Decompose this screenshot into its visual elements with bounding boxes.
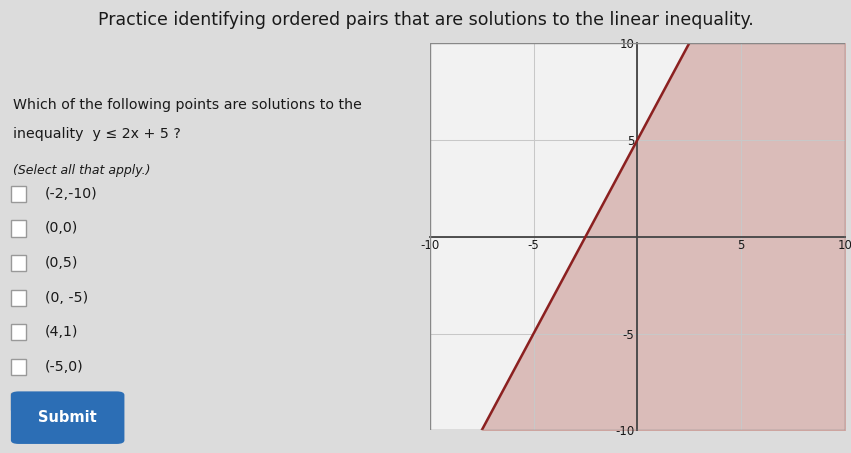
- Text: (-2,-10): (-2,-10): [44, 187, 97, 201]
- Text: (-5,0): (-5,0): [44, 360, 83, 374]
- Text: (0,5): (0,5): [44, 256, 78, 270]
- Text: (Select all that apply.): (Select all that apply.): [13, 164, 151, 177]
- Text: (0, -5): (0, -5): [44, 291, 88, 305]
- FancyBboxPatch shape: [12, 394, 26, 410]
- Text: Which of the following points are solutions to the: Which of the following points are soluti…: [13, 98, 362, 112]
- FancyBboxPatch shape: [12, 324, 26, 341]
- Text: (4,1): (4,1): [44, 325, 78, 339]
- FancyBboxPatch shape: [12, 220, 26, 236]
- Text: inequality  y ≤ 2x + 5 ?: inequality y ≤ 2x + 5 ?: [13, 127, 180, 141]
- FancyBboxPatch shape: [12, 359, 26, 375]
- FancyBboxPatch shape: [12, 289, 26, 306]
- Text: (-4,1): (-4,1): [44, 395, 83, 409]
- FancyBboxPatch shape: [12, 186, 26, 202]
- FancyBboxPatch shape: [12, 255, 26, 271]
- Text: Practice identifying ordered pairs that are solutions to the linear inequality.: Practice identifying ordered pairs that …: [98, 11, 753, 29]
- FancyBboxPatch shape: [11, 391, 124, 444]
- Text: Submit: Submit: [38, 410, 97, 425]
- Text: (0,0): (0,0): [44, 222, 78, 236]
